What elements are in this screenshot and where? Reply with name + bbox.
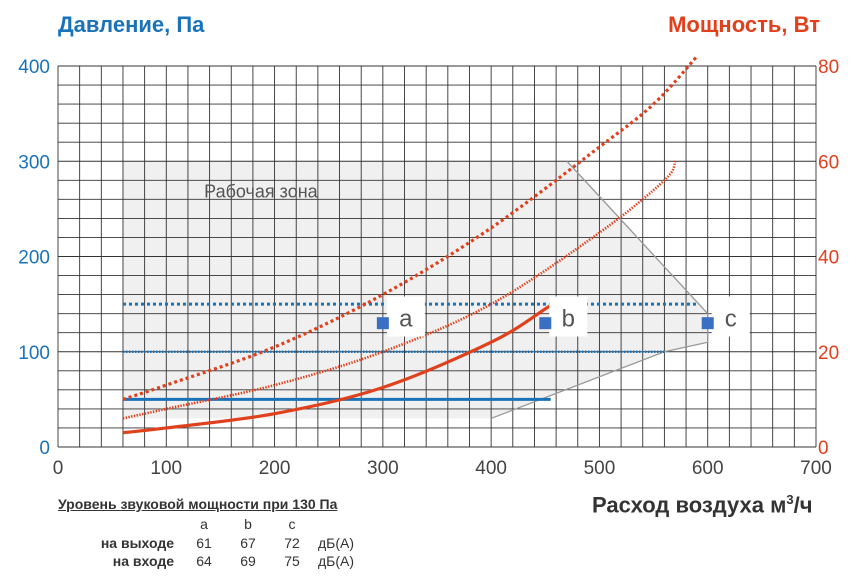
x-tick-label: 500 (584, 458, 616, 479)
sound-row-outlet: на выходе 61 67 72 дБ(А) (58, 534, 358, 552)
pressure-axis-title: Давление, Па (58, 12, 205, 37)
marker-point-c (701, 317, 714, 330)
sound-value: 72 (284, 535, 300, 551)
working-zone-label: Рабочая зона (204, 181, 318, 201)
x-axis-title: Расход воздуха м3/ч (592, 492, 813, 518)
sound-value: 64 (196, 553, 212, 569)
marker-label-a: a (399, 306, 413, 333)
y-left-tick-label: 300 (18, 152, 50, 173)
y-left-tick-label: 0 (39, 438, 50, 459)
sound-row-label: на входе (112, 553, 174, 569)
power-curve-2 (122, 160, 677, 420)
power-axis-title: Мощность, Вт (668, 12, 820, 37)
sound-table: a b c на выходе 61 67 72 дБ(А) на входе … (58, 514, 358, 570)
grid (57, 65, 817, 448)
sound-value: 75 (284, 553, 300, 569)
sound-col-b: b (244, 516, 252, 532)
x-tick-label: 600 (692, 458, 724, 479)
sound-row-inlet: на входе 64 69 75 дБ(А) (58, 552, 358, 570)
y-right-tick-label: 20 (818, 343, 839, 364)
x-tick-label: 400 (475, 458, 507, 479)
working-zone (122, 161, 708, 419)
x-tick-label: 300 (367, 458, 399, 479)
y-left-tick-label: 100 (18, 343, 50, 364)
power-curve-1 (122, 55, 699, 401)
sound-unit: дБ(А) (318, 535, 355, 551)
sound-value: 67 (240, 535, 256, 551)
sound-col-a: a (200, 516, 208, 532)
y-right-tick-label: 80 (818, 57, 839, 78)
sound-table-title: Уровень звуковой мощности при 130 Па (58, 496, 338, 512)
sound-header-blank (58, 514, 182, 534)
y-right-tick-label: 0 (818, 438, 829, 459)
marker-point-a (376, 317, 389, 330)
x-tick-label: 200 (259, 458, 291, 479)
marker-label-b: b (562, 306, 575, 333)
power-curve-3 (122, 302, 553, 435)
sound-value: 69 (240, 553, 256, 569)
marker-label-bg-b (549, 296, 588, 337)
x-tick-label: 100 (150, 458, 182, 479)
marker-label-bg-a (386, 296, 425, 337)
sound-row-label: на выходе (100, 535, 174, 551)
x-tick-label: 700 (800, 458, 832, 479)
y-right-tick-label: 60 (818, 152, 839, 173)
y-right-tick-label: 40 (818, 248, 839, 269)
working-zone-edge (490, 160, 709, 420)
sound-unit: дБ(А) (318, 553, 355, 569)
sound-col-c: c (288, 516, 296, 532)
marker-label-bg-c (711, 296, 750, 337)
sound-value: 61 (196, 535, 212, 551)
y-left-tick-label: 200 (18, 248, 50, 269)
marker-point-b (539, 317, 552, 330)
y-left-tick-label: 400 (18, 57, 50, 78)
x-tick-label: 0 (53, 458, 64, 479)
marker-label-c: c (725, 306, 737, 333)
sound-header-unit (314, 514, 358, 534)
